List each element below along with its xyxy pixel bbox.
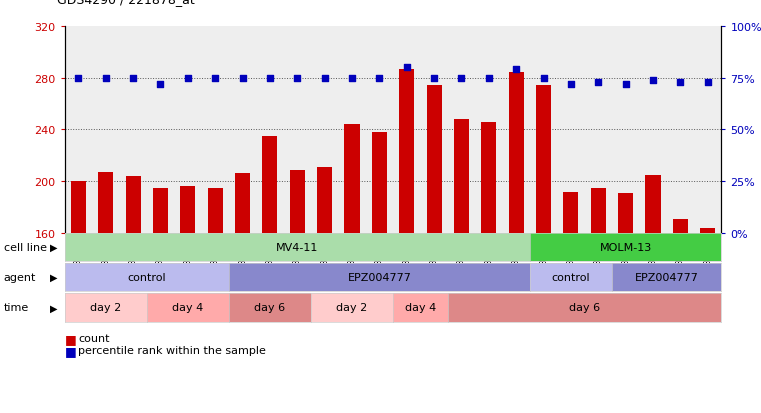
Point — [619, 81, 632, 88]
Text: agent: agent — [4, 273, 37, 282]
Text: ■: ■ — [65, 332, 76, 345]
Point — [565, 81, 577, 88]
Bar — [290, 170, 305, 413]
Point — [482, 75, 495, 82]
Bar — [153, 188, 168, 413]
Point — [182, 75, 194, 82]
Point — [428, 75, 440, 82]
Text: day 2: day 2 — [90, 303, 121, 313]
Text: day 2: day 2 — [336, 303, 368, 313]
Text: day 6: day 6 — [254, 303, 285, 313]
Point — [674, 79, 686, 86]
Point — [72, 75, 84, 82]
Bar — [372, 133, 387, 413]
Point — [400, 65, 412, 71]
Point — [647, 77, 659, 84]
Text: percentile rank within the sample: percentile rank within the sample — [78, 346, 266, 356]
Bar — [235, 174, 250, 413]
Text: control: control — [127, 273, 166, 282]
Text: GDS4290 / 221878_at: GDS4290 / 221878_at — [57, 0, 195, 6]
Bar — [126, 177, 141, 413]
Text: ■: ■ — [65, 344, 76, 357]
Bar — [645, 175, 661, 413]
Text: ▶: ▶ — [49, 242, 57, 252]
Text: ▶: ▶ — [49, 273, 57, 282]
Bar — [317, 168, 332, 413]
Point — [291, 75, 304, 82]
Point — [209, 75, 221, 82]
Text: EPZ004777: EPZ004777 — [635, 273, 699, 282]
Bar — [71, 182, 86, 413]
Text: control: control — [552, 273, 591, 282]
Bar — [618, 193, 633, 413]
Text: cell line: cell line — [4, 242, 47, 252]
Point — [264, 75, 276, 82]
Bar — [98, 173, 113, 413]
Point — [319, 75, 331, 82]
Text: day 4: day 4 — [172, 303, 203, 313]
Bar — [563, 192, 578, 413]
Bar — [263, 137, 278, 413]
Text: day 4: day 4 — [405, 303, 436, 313]
Text: count: count — [78, 333, 110, 343]
Point — [346, 75, 358, 82]
Point — [455, 75, 467, 82]
Point — [510, 67, 522, 74]
Text: MOLM-13: MOLM-13 — [600, 242, 651, 252]
Bar — [700, 228, 715, 413]
Bar — [345, 125, 359, 413]
Point — [154, 81, 167, 88]
Bar — [508, 73, 524, 413]
Point — [374, 75, 386, 82]
Point — [127, 75, 139, 82]
Text: MV4-11: MV4-11 — [276, 242, 318, 252]
Text: day 6: day 6 — [569, 303, 600, 313]
Point — [237, 75, 249, 82]
Point — [100, 75, 112, 82]
Point — [592, 79, 604, 86]
Text: EPZ004777: EPZ004777 — [348, 273, 411, 282]
Bar — [454, 120, 469, 413]
Text: time: time — [4, 303, 29, 313]
Bar — [591, 188, 606, 413]
Bar — [400, 69, 414, 413]
Point — [537, 75, 549, 82]
Bar — [673, 219, 688, 413]
Bar — [427, 86, 441, 413]
Bar — [180, 187, 196, 413]
Bar — [481, 122, 496, 413]
Bar — [208, 188, 223, 413]
Point — [702, 79, 714, 86]
Text: ▶: ▶ — [49, 303, 57, 313]
Bar — [536, 86, 551, 413]
